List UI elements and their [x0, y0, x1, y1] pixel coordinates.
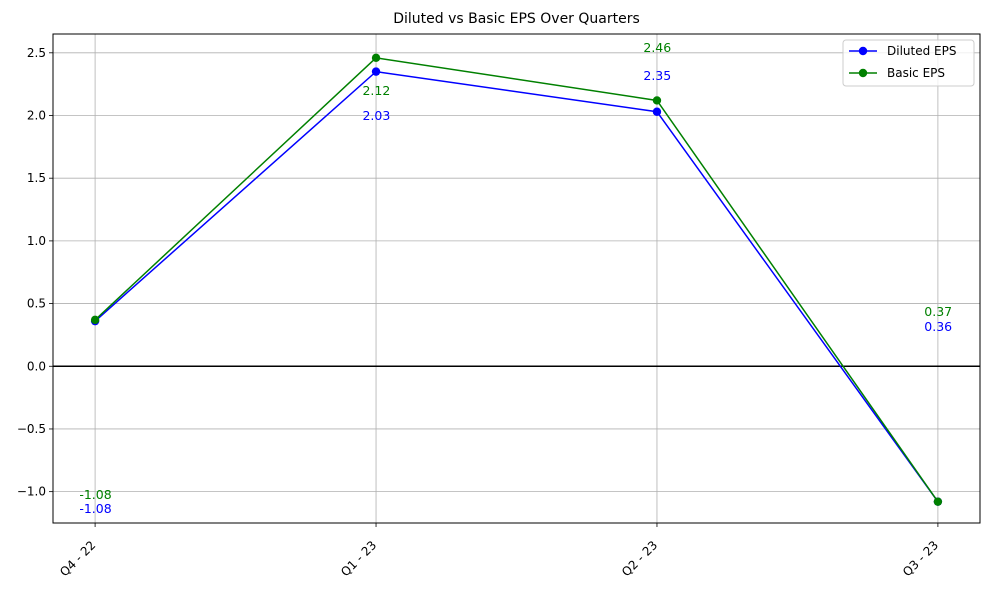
data-point-diluted-eps	[652, 107, 662, 116]
y-tick-label: 1.5	[27, 171, 46, 185]
data-label: 2.03	[362, 108, 390, 123]
y-tick-label: −1.0	[17, 485, 46, 499]
data-labels-group: -1.08-1.08 2.12 2.03 2.46 2.35 0.370.36	[79, 40, 952, 516]
chart-title: Diluted vs Basic EPS Over Quarters	[393, 11, 640, 27]
legend-marker	[858, 68, 868, 78]
data-point-basic-eps	[371, 53, 381, 63]
legend-label: Diluted EPS	[887, 44, 956, 58]
data-point-diluted-eps	[371, 67, 381, 76]
y-tick-label: 2.0	[27, 109, 46, 123]
data-label: 2.35	[643, 68, 671, 83]
data-point-basic-eps	[90, 315, 100, 325]
series-line-basic-eps	[94, 57, 939, 503]
series-group	[90, 53, 943, 506]
data-label: 0.37	[924, 304, 952, 319]
data-label: -1.08	[79, 487, 111, 502]
y-tick-label: 0.0	[27, 359, 46, 373]
y-tick-label: 1.0	[27, 234, 46, 248]
legend-marker	[858, 46, 868, 56]
legend-label: Basic EPS	[887, 66, 945, 80]
data-point-basic-eps	[652, 96, 662, 105]
data-label: 0.36	[924, 319, 952, 334]
data-label: 2.12	[362, 83, 390, 98]
data-label: 2.46	[643, 40, 671, 55]
series-line-diluted-eps	[94, 70, 939, 503]
y-tick-label: −0.5	[17, 422, 46, 436]
plot-frame	[52, 33, 981, 524]
y-tick-label: 0.5	[27, 297, 46, 311]
legend: Diluted EPS Basic EPS	[842, 39, 975, 87]
data-label: -1.08	[79, 501, 111, 516]
y-tick-label: 2.5	[27, 46, 46, 60]
data-point-basic-eps	[933, 497, 943, 506]
